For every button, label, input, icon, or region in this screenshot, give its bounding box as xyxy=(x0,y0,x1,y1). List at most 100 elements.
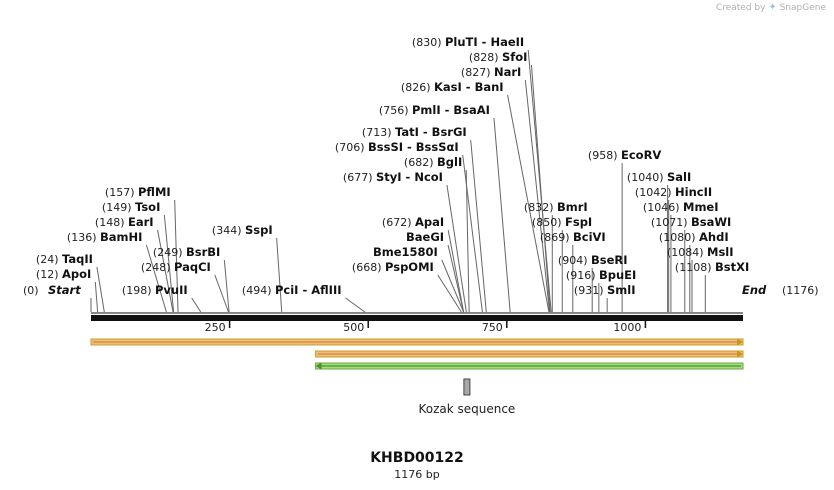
site-bsawi[interactable]: (1071) BsaWI xyxy=(651,215,731,229)
site-label: (1042) HincII xyxy=(635,185,712,199)
orange-feature-2[interactable] xyxy=(315,350,744,358)
sequence-length: 1176 bp xyxy=(394,468,440,481)
site-taqii[interactable]: (24) TaqII xyxy=(36,252,93,266)
site-pvuii[interactable]: (198) PvuII xyxy=(122,283,188,297)
site-bstxi[interactable]: (1108) BstXI xyxy=(675,260,749,274)
site-pflmi[interactable]: (157) PflMI xyxy=(105,185,171,199)
site-name-label: BamHI xyxy=(100,230,142,244)
site-label: (24) TaqII xyxy=(36,252,93,266)
site-pluti-haeii[interactable]: (830) PluTI - HaeII xyxy=(412,35,524,49)
site-position-label: (1108) xyxy=(675,261,715,274)
site-name-label: BseRI xyxy=(591,253,628,267)
site-ecorv[interactable]: (958) EcoRV xyxy=(588,148,662,162)
site-ahdi[interactable]: (1080) AhdI xyxy=(659,230,729,244)
site-name-label: BssSI - BssSαI xyxy=(368,140,459,154)
site-bgli[interactable]: (682) BglI xyxy=(404,155,462,169)
site-baegi[interactable]: BaeGI xyxy=(406,230,444,244)
site-position-label: (756) xyxy=(379,104,412,117)
site-pcii-afliii[interactable]: (494) PciI - AflIII xyxy=(242,283,342,297)
site-bsssi-bsss-i[interactable]: (706) BssSI - BssSαI xyxy=(335,140,459,154)
site-position-label: (827) xyxy=(461,66,494,79)
site-bcivi[interactable]: (869) BciVI xyxy=(540,230,606,244)
site-position-label: (1046) xyxy=(643,201,683,214)
site-pspomi[interactable]: (668) PspOMI xyxy=(352,260,434,274)
site-tsoi[interactable]: (149) TsoI xyxy=(102,200,160,214)
site-tati-bsrgi[interactable]: (713) TatI - BsrGI xyxy=(362,125,467,139)
kozak-feature: Kozak sequence xyxy=(418,378,515,416)
site-bsrbi[interactable]: (249) BsrBI xyxy=(153,245,220,259)
site-name-label: MmeI xyxy=(683,200,719,214)
site-apoi[interactable]: (12) ApoI xyxy=(36,267,91,281)
site-position-label: (12) xyxy=(36,268,62,281)
site-label: (677) StyI - NcoI xyxy=(343,170,443,184)
site-bme1580i[interactable]: Bme1580I xyxy=(373,245,438,259)
site-leader xyxy=(163,214,175,313)
site-label: (149) TsoI xyxy=(102,200,160,214)
feature-arrows xyxy=(90,338,744,370)
site-bseri[interactable]: (904) BseRI xyxy=(558,253,628,267)
site-sali[interactable]: (1040) SalI xyxy=(627,170,691,184)
site-bpuei[interactable]: (916) BpuEI xyxy=(566,268,636,282)
site-label: (1084) MslI xyxy=(667,245,734,259)
ruler-tick-label: 750 xyxy=(482,321,503,334)
site-eari[interactable]: (148) EarI xyxy=(95,215,154,229)
site-label: BaeGI xyxy=(406,230,444,244)
snapgene-logo-icon: ✦ xyxy=(768,2,777,13)
orange-feature-1[interactable] xyxy=(90,338,744,346)
site-name-label: Bme1580I xyxy=(373,245,438,259)
site-fspi[interactable]: (850) FspI xyxy=(532,215,592,229)
site-msli[interactable]: (1084) MslI xyxy=(667,245,734,259)
site-leader xyxy=(191,297,202,313)
site-smli[interactable]: (931) SmlI xyxy=(574,283,636,297)
site-mmei[interactable]: (1046) MmeI xyxy=(643,200,719,214)
kozak-box[interactable] xyxy=(463,378,471,396)
site-leader xyxy=(493,117,511,313)
site-label: (668) PspOMI xyxy=(352,260,434,274)
site-name-label: EcoRV xyxy=(621,148,661,162)
site-name-label: TatI - BsrGI xyxy=(395,125,467,139)
site-position-label: (706) xyxy=(335,141,368,154)
site-sspi[interactable]: (344) SspI xyxy=(212,223,273,237)
start-position: (0) xyxy=(23,284,39,297)
site-label: (1046) MmeI xyxy=(643,200,719,214)
site-styi-ncoi[interactable]: (677) StyI - NcoI xyxy=(343,170,443,184)
site-position-label: (828) xyxy=(469,51,502,64)
site-position-label: (148) xyxy=(95,216,128,229)
site-position-label: (826) xyxy=(401,81,434,94)
site-position-label: (682) xyxy=(404,156,437,169)
green-feature[interactable] xyxy=(315,362,744,370)
site-sfoi[interactable]: (828) SfoI xyxy=(469,50,528,64)
site-position-label: (713) xyxy=(362,126,395,139)
site-label: Bme1580I xyxy=(373,245,438,259)
site-name-label: PvuII xyxy=(155,283,188,297)
site-leader xyxy=(174,199,179,313)
site-apai[interactable]: (672) ApaI xyxy=(382,215,444,229)
site-label: (850) FspI xyxy=(532,215,592,229)
restriction-sites: (12) ApoI(24) TaqII (136) BamHI(148) EarI… xyxy=(36,35,749,297)
site-position-label: (249) xyxy=(153,246,186,259)
site-paqci[interactable]: (248) PaqCI xyxy=(141,260,211,274)
site-position-label: (958) xyxy=(588,149,621,162)
site-leader xyxy=(345,297,366,313)
site-name-label: PspOMI xyxy=(385,260,434,274)
site-position-label: (248) xyxy=(141,261,174,274)
site-nari[interactable]: (827) NarI xyxy=(461,65,521,79)
ruler-tick-label: 500 xyxy=(343,321,364,334)
site-bamhi[interactable]: (136) BamHI xyxy=(67,230,143,244)
site-leader xyxy=(527,49,552,313)
site-bmri[interactable]: (832) BmrI xyxy=(524,200,588,214)
site-pmli-bsaai[interactable]: (756) PmlI - BsaAI xyxy=(379,103,490,117)
site-position-label: (198) xyxy=(122,284,155,297)
site-label: (706) BssSI - BssSαI xyxy=(335,140,459,154)
site-position-label: (136) xyxy=(67,231,100,244)
site-name-label: TsoI xyxy=(135,200,160,214)
site-name-label: HincII xyxy=(675,185,712,199)
site-label: (148) EarI xyxy=(95,215,154,229)
site-label: (1071) BsaWI xyxy=(651,215,731,229)
site-hincii[interactable]: (1042) HincII xyxy=(635,185,712,199)
site-position-label: (494) xyxy=(242,284,275,297)
site-kasi-bani[interactable]: (826) KasI - BanI xyxy=(401,80,504,94)
site-name-label: BstXI xyxy=(715,260,749,274)
site-name-label: SspI xyxy=(245,223,273,237)
